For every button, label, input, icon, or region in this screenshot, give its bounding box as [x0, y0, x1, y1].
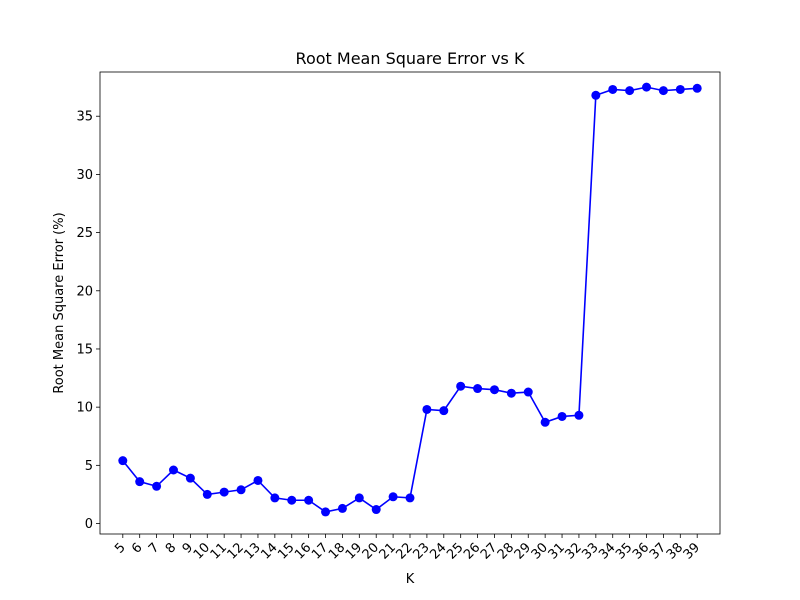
y-tick-label: 25 [76, 226, 93, 241]
data-point [692, 83, 702, 93]
data-point [557, 411, 567, 421]
data-point [388, 492, 398, 502]
data-point [540, 417, 550, 427]
y-tick-label: 15 [76, 342, 93, 357]
data-point [506, 388, 516, 398]
data-point [152, 481, 162, 491]
data-point [658, 86, 668, 96]
data-point [135, 477, 145, 487]
data-point [236, 485, 246, 495]
data-point [523, 387, 533, 397]
data-point [304, 495, 314, 505]
data-point [591, 90, 601, 100]
chart-title: Root Mean Square Error vs K [296, 49, 525, 68]
data-point [202, 489, 212, 499]
data-point [219, 487, 229, 497]
data-point [439, 406, 449, 416]
data-point [422, 404, 432, 414]
data-point [642, 82, 652, 92]
data-point [405, 493, 415, 503]
y-tick-label: 10 [76, 401, 93, 416]
data-point [321, 507, 331, 517]
data-point [168, 465, 178, 475]
data-point [253, 475, 263, 485]
data-point [371, 505, 381, 515]
data-point [489, 385, 499, 395]
y-tick-label: 30 [76, 168, 93, 183]
data-point [456, 381, 466, 391]
data-point [185, 473, 195, 483]
data-point [337, 503, 347, 513]
data-point [473, 384, 483, 394]
y-tick-label: 35 [76, 110, 93, 125]
axes-frame [99, 71, 721, 535]
data-point [118, 456, 128, 466]
y-tick-label: 5 [85, 459, 93, 474]
y-tick-label: 20 [76, 284, 93, 299]
data-point [675, 84, 685, 94]
x-axis-label: K [406, 572, 415, 587]
data-point [287, 495, 297, 505]
data-point [354, 493, 364, 503]
y-tick-label: 0 [85, 517, 93, 532]
data-point [270, 493, 280, 503]
y-axis-label: Root Mean Square Error (%) [52, 212, 67, 393]
data-point [574, 410, 584, 420]
data-point [608, 84, 618, 94]
data-point [625, 86, 635, 96]
